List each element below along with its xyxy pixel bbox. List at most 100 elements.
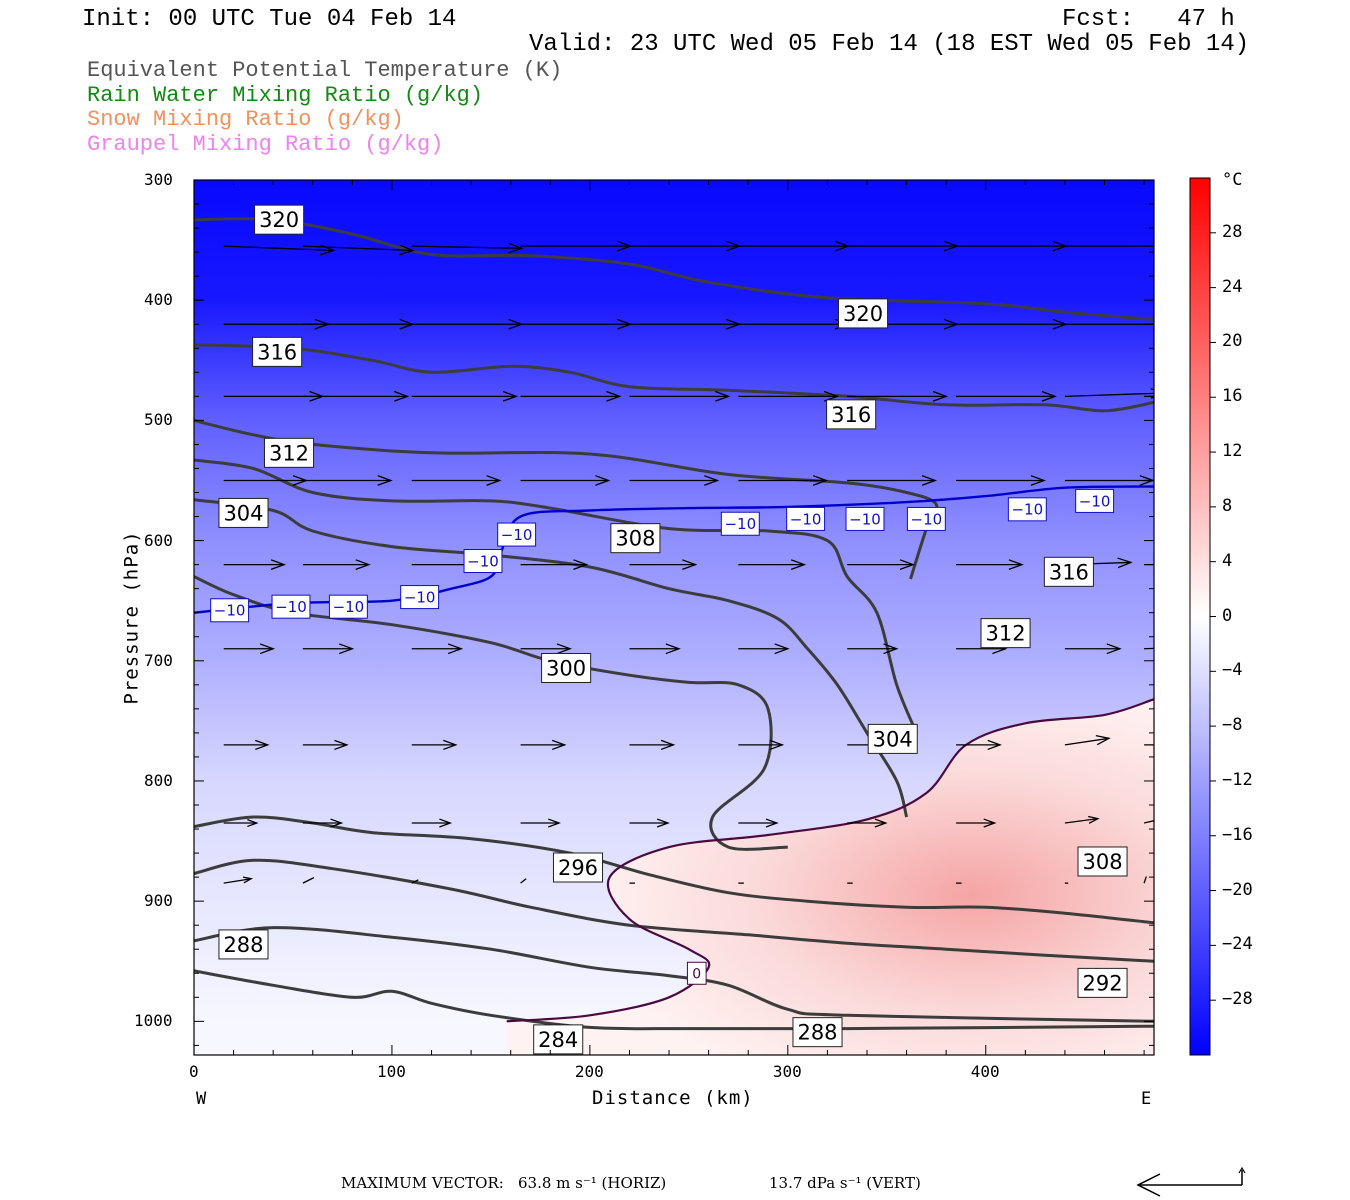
svg-text:−10: −10	[1079, 492, 1111, 510]
colorbar-tick-label: 16	[1222, 386, 1243, 407]
wind-vector	[302, 559, 371, 571]
svg-text:296: 296	[558, 856, 598, 880]
colorbar-tick-label: 12	[1222, 441, 1243, 462]
wind-vector	[520, 739, 567, 751]
isotherm-label: 0	[686, 961, 707, 985]
wind-vector	[738, 739, 785, 751]
svg-text:316: 316	[1049, 560, 1089, 584]
wind-vector	[411, 818, 453, 828]
x-tick-label: 300	[772, 1062, 802, 1081]
isotherm-label: −10	[210, 598, 250, 623]
wind-vector	[847, 390, 949, 402]
wind-vector	[302, 877, 315, 884]
x-end-east: E	[1141, 1089, 1152, 1109]
svg-text:308: 308	[1082, 850, 1122, 874]
wind-vector	[1064, 815, 1100, 824]
svg-text:−10: −10	[501, 526, 533, 544]
wind-vector	[847, 643, 899, 655]
theta-e-contour-label: 320	[254, 204, 305, 235]
max-vector-horiz: 63.8 m s⁻¹ (HORIZ)	[518, 1174, 667, 1192]
isotherm-label: −10	[400, 585, 440, 610]
svg-text:−10: −10	[724, 515, 756, 533]
svg-text:−10: −10	[911, 510, 943, 528]
theta-e-contour	[194, 815, 1154, 925]
theta-e-contour	[194, 343, 1154, 413]
theta-e-contour-label: 308	[1077, 846, 1128, 877]
svg-text:−10: −10	[467, 552, 499, 570]
svg-text:312: 312	[985, 622, 1025, 646]
theta-e-contour	[194, 217, 1154, 321]
colorbar-tick-label: 0	[1222, 605, 1233, 626]
svg-text:288: 288	[223, 933, 263, 957]
wind-vector	[1143, 819, 1154, 824]
wind-vector	[223, 819, 259, 828]
isotherm-label: −10	[906, 506, 946, 531]
legend-snow: Snow Mixing Ratio (g/kg)	[87, 107, 404, 132]
wind-vector	[520, 643, 572, 655]
y-tick-label: 400	[144, 290, 173, 310]
isotherm-label: −10	[845, 506, 885, 531]
wind-vector	[1064, 735, 1111, 746]
colorbar-tick-label: −8	[1222, 715, 1243, 736]
colorbar-tick-label: 4	[1222, 550, 1233, 571]
wind-vector	[738, 643, 790, 655]
warm-temperature-region	[506, 699, 1154, 1055]
theta-e-contour-label: 316	[252, 336, 303, 367]
x-tick-label: 0	[189, 1062, 199, 1081]
svg-text:−10: −10	[1011, 501, 1043, 519]
theta-e-contour-label: 288	[792, 1017, 843, 1048]
y-tick-label: 1000	[134, 1011, 173, 1031]
wind-vector	[1064, 323, 1154, 325]
colorbar-tick-label: 20	[1222, 331, 1243, 352]
theta-e-contour-label: 308	[610, 523, 661, 554]
theta-e-contour-label: 300	[541, 652, 592, 683]
isotherm-label: −10	[720, 511, 760, 536]
isotherm-label: −10	[1075, 488, 1115, 513]
theta-e-contour	[194, 858, 1154, 963]
theta-e-contour-label: 284	[533, 1024, 584, 1055]
colorbar-tick-label: 8	[1222, 495, 1233, 516]
y-tick-label: 700	[144, 650, 173, 670]
legend-theta-e: Equivalent Potential Temperature (K)	[87, 58, 563, 83]
wind-vector	[520, 878, 527, 884]
wind-vector	[847, 475, 938, 486]
svg-text:0: 0	[692, 966, 701, 982]
svg-text:288: 288	[797, 1021, 837, 1045]
wind-vector	[629, 818, 670, 828]
isotherm-label: −10	[497, 522, 537, 547]
wind-vector	[738, 818, 779, 828]
theta-e-contour-label: 304	[867, 723, 918, 754]
svg-text:320: 320	[259, 208, 299, 232]
wind-vector	[223, 559, 287, 571]
wind-vector	[302, 390, 410, 402]
x-axis-label: Distance (km)	[592, 1087, 754, 1109]
svg-text:−10: −10	[333, 598, 365, 616]
reference-vector-icon	[1136, 1166, 1246, 1197]
wind-vector	[847, 559, 916, 571]
legend-rain: Rain Water Mixing Ratio (g/kg)	[87, 83, 484, 108]
y-tick-label: 800	[144, 770, 173, 790]
wind-vector	[956, 559, 1024, 571]
x-tick-label: 400	[970, 1062, 1000, 1081]
colorbar-tick-label: −12	[1222, 769, 1253, 790]
colorbar-tick-label: −20	[1222, 879, 1253, 900]
svg-text:320: 320	[843, 302, 883, 326]
wind-vector	[411, 475, 502, 486]
max-vector-label: MAXIMUM VECTOR:	[341, 1174, 504, 1192]
wind-vector	[411, 643, 464, 655]
wind-vector	[1144, 647, 1154, 650]
theta-e-contour-label: 296	[552, 852, 604, 883]
isotherm-label: −10	[271, 594, 311, 619]
y-axis-label: Pressure (hPa)	[120, 530, 143, 705]
svg-text:−10: −10	[404, 588, 436, 606]
init-time: Init: 00 UTC Tue 04 Feb 14	[82, 6, 457, 33]
wind-vector	[302, 244, 415, 256]
max-vector-vert: 13.7 dPa s⁻¹ (VERT)	[769, 1174, 921, 1192]
x-end-west: W	[196, 1089, 207, 1109]
wind-vector	[302, 475, 393, 486]
wind-vector	[223, 876, 254, 884]
wind-vector	[956, 739, 1002, 751]
wind-vector	[302, 739, 349, 751]
wind-vector	[738, 475, 829, 486]
